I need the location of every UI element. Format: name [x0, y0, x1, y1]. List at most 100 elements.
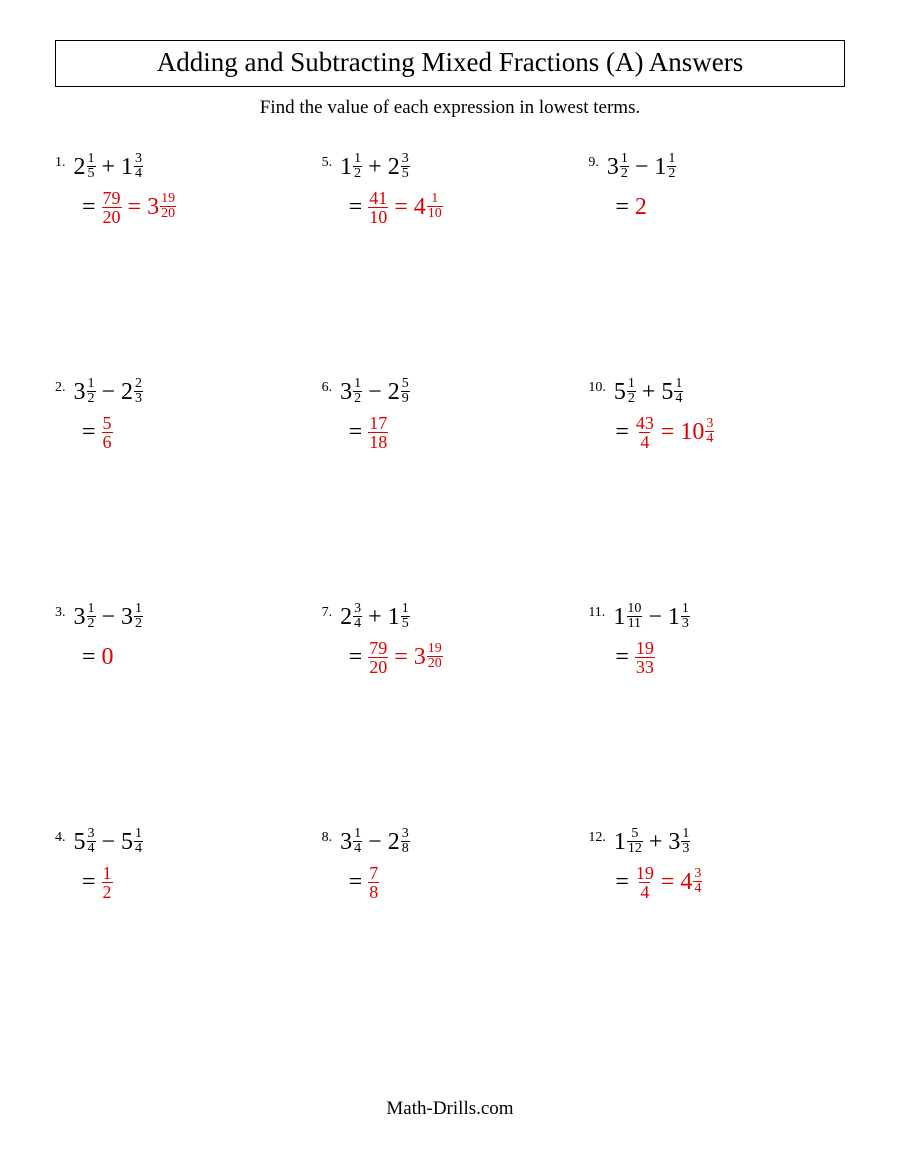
- expression-row: 9.312−112: [588, 147, 845, 187]
- equals-sign: =: [615, 418, 629, 447]
- problem: 10.512+514=434=1034: [588, 372, 845, 597]
- equals-sign: =: [394, 643, 408, 672]
- problem: 7.234+115=7920=31920: [322, 597, 579, 822]
- problem-number: 8.: [322, 830, 333, 847]
- equals-sign: =: [349, 643, 363, 672]
- answer-fraction: 12: [102, 864, 113, 901]
- answer-row: =4110=4110: [322, 187, 579, 227]
- equals-sign: =: [349, 418, 363, 447]
- answer-mixed: 1034: [680, 418, 714, 447]
- problems-grid: 1.215+134=7920=319205.112+235=4110=41109…: [55, 147, 845, 1047]
- answer-row: =12: [55, 862, 312, 902]
- answer-row: =78: [322, 862, 579, 902]
- problem-number: 4.: [55, 830, 66, 847]
- equals-sign: =: [82, 418, 96, 447]
- answer-row: =7920=31920: [55, 187, 312, 227]
- expression-row: 11.11011−113: [588, 597, 845, 637]
- expression-row: 5.112+235: [322, 147, 579, 187]
- equals-sign: =: [82, 868, 96, 897]
- answer-fraction: 434: [635, 414, 655, 451]
- problem-number: 2.: [55, 380, 66, 397]
- answer-row: =0: [55, 637, 312, 677]
- answer-row: =7920=31920: [322, 637, 579, 677]
- problem-number: 12.: [588, 830, 606, 847]
- operator: −: [102, 603, 116, 632]
- answer-row: =1718: [322, 412, 579, 452]
- problem: 4.534−514=12: [55, 822, 312, 1047]
- answer-mixed: 4110: [414, 193, 443, 222]
- operator: −: [102, 378, 116, 407]
- instructions: Find the value of each expression in low…: [55, 97, 845, 119]
- problem-number: 6.: [322, 380, 333, 397]
- expression-row: 3.312−312: [55, 597, 312, 637]
- operator: +: [102, 153, 116, 182]
- answer-whole: 0: [102, 643, 114, 672]
- problem: 1.215+134=7920=31920: [55, 147, 312, 372]
- expression-row: 1.215+134: [55, 147, 312, 187]
- operator: −: [368, 378, 382, 407]
- title-box: Adding and Subtracting Mixed Fractions (…: [55, 40, 845, 87]
- answer-fraction: 194: [635, 864, 655, 901]
- equals-sign: =: [349, 193, 363, 222]
- answer-row: =2: [588, 187, 845, 227]
- footer: Math-Drills.com: [0, 1098, 900, 1120]
- page-title: Adding and Subtracting Mixed Fractions (…: [157, 47, 743, 77]
- expression-row: 2.312−223: [55, 372, 312, 412]
- problem-number: 7.: [322, 605, 333, 622]
- operator: −: [368, 828, 382, 857]
- equals-sign: =: [394, 193, 408, 222]
- problem-number: 11.: [588, 605, 605, 622]
- answer-fraction: 1933: [635, 639, 655, 676]
- answer-fraction: 78: [368, 864, 379, 901]
- operator: −: [648, 603, 662, 632]
- problem-number: 9.: [588, 155, 599, 172]
- equals-sign: =: [661, 418, 675, 447]
- equals-sign: =: [661, 868, 675, 897]
- problem-number: 10.: [588, 380, 606, 397]
- worksheet-page: Adding and Subtracting Mixed Fractions (…: [0, 0, 900, 1047]
- expression-row: 10.512+514: [588, 372, 845, 412]
- equals-sign: =: [615, 643, 629, 672]
- answer-whole: 2: [635, 193, 647, 222]
- answer-row: =434=1034: [588, 412, 845, 452]
- equals-sign: =: [615, 868, 629, 897]
- answer-fraction: 56: [102, 414, 113, 451]
- operator: +: [368, 603, 382, 632]
- equals-sign: =: [349, 868, 363, 897]
- problem-number: 1.: [55, 155, 66, 172]
- operator: +: [649, 828, 663, 857]
- expression-row: 12.1512+313: [588, 822, 845, 862]
- problem: 3.312−312=0: [55, 597, 312, 822]
- problem-number: 5.: [322, 155, 333, 172]
- equals-sign: =: [128, 193, 142, 222]
- problem: 11.11011−113 = 1933: [588, 597, 845, 822]
- problem: 8.314−238=78: [322, 822, 579, 1047]
- problem-number: 3.: [55, 605, 66, 622]
- operator: +: [368, 153, 382, 182]
- answer-fraction: 7920: [102, 189, 122, 226]
- answer-row: = 1933: [588, 637, 845, 677]
- equals-sign: =: [615, 193, 629, 222]
- expression-row: 6.312−259: [322, 372, 579, 412]
- answer-fraction: 7920: [368, 639, 388, 676]
- answer-row: =56: [55, 412, 312, 452]
- problem: 9.312−112=2: [588, 147, 845, 372]
- problem: 6.312−259=1718: [322, 372, 579, 597]
- problem: 2.312−223=56: [55, 372, 312, 597]
- expression-row: 4.534−514: [55, 822, 312, 862]
- answer-mixed: 31920: [414, 643, 443, 672]
- answer-fraction: 1718: [368, 414, 388, 451]
- problem: 5.112+235=4110=4110: [322, 147, 579, 372]
- answer-mixed: 434: [680, 868, 702, 897]
- operator: +: [642, 378, 656, 407]
- operator: −: [635, 153, 649, 182]
- expression-row: 7.234+115: [322, 597, 579, 637]
- answer-mixed: 31920: [147, 193, 176, 222]
- equals-sign: =: [82, 193, 96, 222]
- operator: −: [102, 828, 116, 857]
- equals-sign: =: [82, 643, 96, 672]
- answer-row: =194=434: [588, 862, 845, 902]
- answer-fraction: 4110: [368, 189, 388, 226]
- expression-row: 8.314−238: [322, 822, 579, 862]
- problem: 12.1512+313=194=434: [588, 822, 845, 1047]
